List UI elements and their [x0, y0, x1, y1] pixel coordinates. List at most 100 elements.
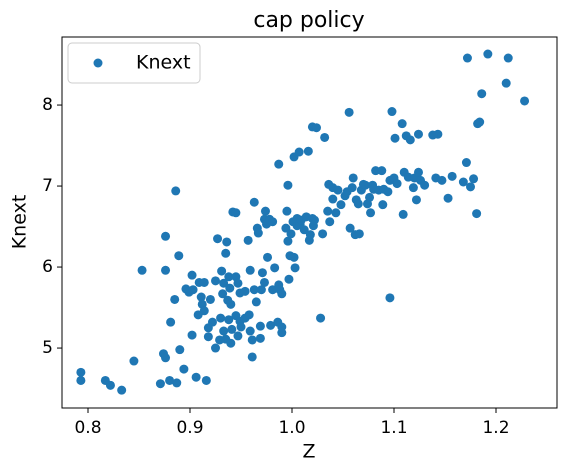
scatter-point — [231, 208, 241, 218]
scatter-point — [256, 285, 266, 295]
scatter-point — [161, 353, 171, 363]
scatter-point — [344, 107, 354, 117]
x-tick-label: 1.1 — [380, 418, 407, 438]
scatter-point — [268, 285, 278, 295]
scatter-point — [303, 146, 313, 156]
scatter-point — [240, 286, 250, 296]
scatter-point — [365, 192, 375, 202]
scatter-point — [469, 174, 479, 184]
scatter-point — [247, 335, 257, 345]
scatter-point — [76, 375, 86, 385]
scatter-point — [199, 277, 209, 287]
scatter-point — [520, 96, 530, 106]
legend-marker — [93, 58, 103, 68]
scatter-point — [283, 180, 293, 190]
scatter-point — [461, 158, 471, 168]
scatter-point — [270, 263, 280, 273]
scatter-point — [274, 159, 284, 169]
scatter-point — [447, 171, 457, 181]
scatter-point — [257, 268, 267, 278]
scatter-point — [366, 208, 376, 218]
scatter-point — [225, 283, 235, 293]
scatter-point — [405, 135, 415, 145]
scatter-point — [501, 78, 511, 88]
chart-title: cap policy — [253, 8, 364, 33]
scatter-point — [345, 223, 355, 233]
scatter-point — [166, 317, 176, 327]
y-tick-label: 6 — [42, 257, 53, 277]
scatter-point — [392, 179, 402, 189]
scatter-point — [437, 175, 447, 185]
scatter-point — [443, 193, 453, 203]
plot-frame — [61, 36, 558, 409]
scatter-point — [218, 289, 228, 299]
scatter-point — [316, 313, 326, 323]
scatter-point — [76, 367, 86, 377]
scatter-point — [413, 129, 423, 139]
scatter-point — [233, 278, 243, 288]
scatter-point — [390, 133, 400, 143]
scatter-point — [378, 200, 388, 210]
scatter-point — [318, 229, 328, 239]
scatter-point — [187, 330, 197, 340]
scatter-point — [284, 274, 294, 284]
scatter-point — [259, 277, 269, 287]
scatter-point — [475, 117, 485, 127]
scatter-point — [187, 270, 197, 280]
scatter-point — [311, 123, 321, 133]
scatter-point — [263, 252, 273, 262]
scatter-point — [219, 326, 229, 336]
scatter-point — [217, 266, 227, 276]
scatter-point — [282, 206, 292, 216]
scatter-point — [253, 228, 263, 238]
scatter-point — [277, 322, 287, 332]
x-axis-label: Z — [302, 441, 315, 463]
scatter-point — [466, 182, 476, 192]
scatter-point — [236, 322, 246, 332]
scatter-point — [224, 315, 234, 325]
scatter-point — [161, 265, 171, 275]
scatter-point — [325, 217, 335, 227]
scatter-point — [224, 272, 234, 282]
scatter-point — [211, 343, 221, 353]
scatter-point — [323, 206, 333, 216]
legend-box — [67, 42, 201, 84]
scatter-point — [294, 147, 304, 157]
scatter-point — [331, 208, 341, 218]
scatter-point — [207, 317, 217, 327]
scatter-point — [260, 206, 270, 216]
scatter-point — [333, 185, 343, 195]
scatter-point — [174, 251, 184, 261]
scatter-point — [428, 130, 438, 140]
scatter-point — [289, 252, 299, 262]
scatter-point — [286, 229, 296, 239]
scatter-point — [320, 132, 330, 142]
scatter-point — [249, 285, 259, 295]
scatter-point — [383, 187, 393, 197]
scatter-point — [196, 292, 206, 302]
scatter-point — [249, 197, 259, 207]
scatter-point — [268, 217, 278, 227]
scatter-point — [477, 89, 487, 99]
scatter-point — [328, 194, 338, 204]
scatter-point — [203, 332, 213, 342]
scatter-point — [336, 200, 346, 210]
scatter-point — [201, 375, 211, 385]
scatter-point — [398, 209, 408, 219]
scatter-point — [255, 333, 265, 343]
scatter-point — [211, 276, 221, 286]
y-tick-label: 8 — [42, 95, 53, 115]
scatter-point — [171, 186, 181, 196]
scatter-point — [462, 53, 472, 63]
scatter-point — [309, 215, 319, 225]
scatter-point — [483, 49, 493, 59]
scatter-point — [299, 225, 309, 235]
scatter-point — [266, 320, 276, 330]
x-tick-label: 1.2 — [482, 418, 509, 438]
scatter-point — [213, 234, 223, 244]
scatter-point — [244, 310, 254, 320]
scatter-point — [354, 229, 364, 239]
scatter-point — [247, 352, 257, 362]
scatter-point — [188, 285, 198, 295]
scatter-point — [137, 265, 147, 275]
